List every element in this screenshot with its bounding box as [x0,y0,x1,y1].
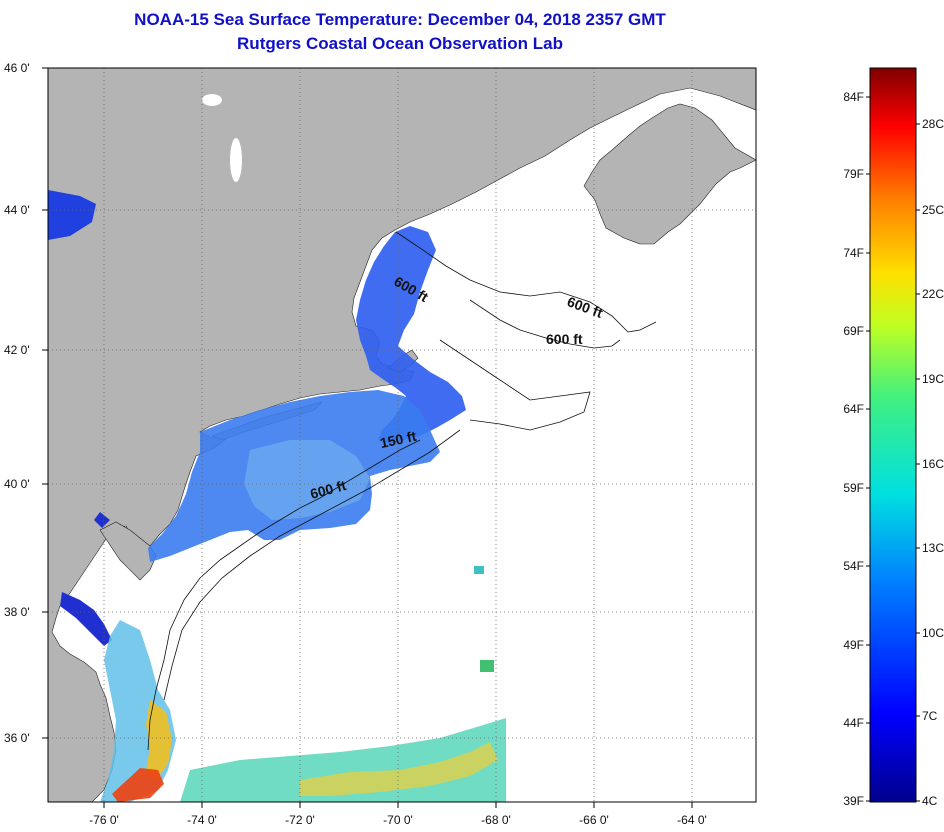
sst-speck-1 [480,660,494,672]
map-subtitle: Rutgers Coastal Ocean Observation Lab [237,34,563,53]
colorbar-f-label: 79F [843,167,864,181]
lat-label-38: 38 0' [4,605,30,619]
contour-label-georges-south: 600 ft [546,331,583,347]
sst-nj-shelf [244,440,370,520]
delaware-bay [94,512,110,528]
colorbar-c-label: 25C [922,203,944,217]
lake-1 [202,94,222,106]
lon-label-72: -72 0' [285,813,315,827]
lake-ontario [48,190,96,240]
lat-label-44: 44 0' [4,203,30,217]
colorbar-c-label: 7C [922,709,938,723]
sst-gulfstream-warm [300,742,498,796]
colorbar [869,67,917,803]
map-frame [47,67,757,803]
lat-label-42: 42 0' [4,343,30,357]
lake-champlain [230,138,242,182]
colorbar-f-label: 49F [843,638,864,652]
lat-label-46: 46 0' [4,61,30,75]
sst-warm-patch [146,700,172,780]
lon-label-64: -64 0' [677,813,707,827]
sst-speck-2 [474,566,484,574]
colorbar-f-label: 69F [843,324,864,338]
colorbar-c-label: 13C [922,541,944,555]
sst-hot-patch [112,768,164,802]
chesapeake-bay [60,592,112,646]
colorbar-c-label: 10C [922,626,944,640]
colorbar-f-label: 44F [843,716,864,730]
colorbar-f-label: 64F [843,402,864,416]
lon-label-74: -74 0' [187,813,217,827]
lat-label-36: 36 0' [4,731,30,745]
axis-ticks [42,67,693,808]
colorbar-c-label: 28C [922,117,944,131]
colorbar-c-label: 19C [922,372,944,386]
colorbar-f-label: 39F [843,794,864,808]
colorbar-f-label: 54F [843,559,864,573]
lat-label-40: 40 0' [4,477,30,491]
colorbar-c-label: 16C [922,457,944,471]
sst-gulf-of-maine [356,226,466,444]
colorbar-f-label: 74F [843,246,864,260]
colorbar-c-label: 22C [922,287,944,301]
colorbar-c-label: 4C [922,794,938,808]
land-mainland [48,68,756,802]
colorbar-f-label: 84F [843,90,864,104]
bathymetry-contours [147,231,657,751]
lon-label-76: -76 0' [89,813,119,827]
lon-label-68: -68 0' [481,813,511,827]
lon-label-66: -66 0' [579,813,609,827]
map-title: NOAA-15 Sea Surface Temperature: Decembe… [134,10,666,29]
colorbar-f-label: 59F [843,481,864,495]
contour-label-150: 150 ft [379,428,418,451]
lon-label-70: -70 0' [383,813,413,827]
